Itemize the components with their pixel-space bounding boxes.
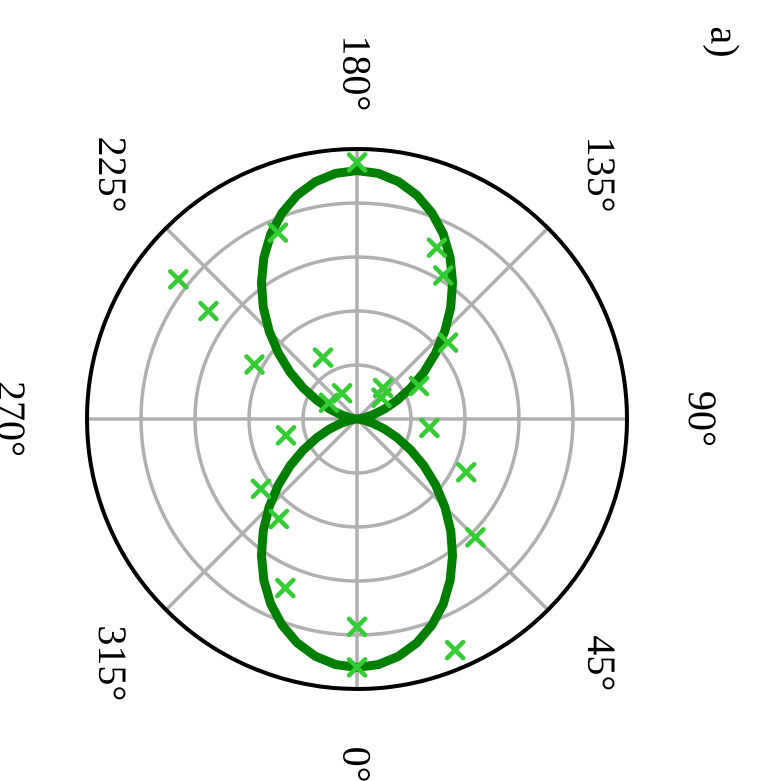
marker-stroke: [346, 657, 368, 678]
marker-stroke: [244, 354, 265, 375]
data-point-marker: [268, 508, 290, 530]
angle-tick-label-45: 45°: [579, 635, 624, 691]
marker-stroke: [346, 152, 368, 173]
marker-stroke: [275, 577, 296, 599]
panel-label: a): [703, 26, 748, 57]
data-point-marker: [250, 478, 272, 500]
marker-stroke: [426, 237, 448, 258]
data-point-marker: [465, 527, 486, 548]
data-point-marker: [372, 377, 394, 399]
data-point-marker: [444, 639, 466, 661]
marker-stroke: [275, 425, 297, 446]
data-point-marker: [455, 462, 477, 483]
data-point-marker: [426, 237, 448, 258]
data-point-marker: [312, 347, 334, 368]
angle-tick-label-270: 270°: [0, 381, 34, 457]
data-point-marker: [275, 425, 297, 446]
data-point-marker: [275, 577, 296, 599]
marker-stroke: [268, 508, 290, 530]
data-series: [168, 152, 486, 678]
marker-stroke: [455, 462, 477, 483]
angle-tick-labels: 0° 45° 90° 135° 180° 225° 270° 315°: [0, 35, 725, 781]
marker-stroke: [372, 377, 394, 399]
data-point-marker: [198, 300, 219, 322]
marker-stroke: [267, 222, 289, 243]
fit-curve: [256, 166, 458, 672]
grid-spoke-225: [164, 226, 359, 421]
data-point-marker: [346, 616, 368, 638]
angle-tick-label-0: 0°: [335, 747, 380, 781]
marker-stroke: [432, 265, 454, 286]
plot-boundary: [85, 147, 629, 691]
data-point-marker: [267, 222, 289, 243]
data-point-marker: [168, 269, 189, 290]
data-point-marker: [408, 375, 430, 397]
marker-stroke: [408, 375, 430, 397]
data-point-marker: [437, 332, 459, 353]
marker-stroke: [437, 332, 459, 353]
marker-stroke: [318, 392, 340, 414]
data-point-marker: [331, 383, 353, 404]
marker-stroke: [465, 527, 486, 548]
angle-tick-label-90: 90°: [680, 391, 725, 447]
data-point-marker: [346, 152, 368, 173]
marker-stroke: [250, 478, 272, 500]
marker-stroke: [331, 383, 353, 404]
data-point-marker: [432, 265, 454, 286]
angular-grid: [87, 149, 627, 689]
marker-stroke: [444, 639, 466, 661]
marker-stroke: [419, 417, 440, 439]
data-point-marker: [318, 392, 340, 414]
angle-tick-label-180: 180°: [335, 35, 380, 111]
grid-spoke-135: [355, 226, 550, 421]
grid-spoke-45: [355, 417, 550, 612]
marker-stroke: [312, 347, 334, 368]
marker-stroke: [198, 300, 219, 322]
angle-tick-label-315: 315°: [90, 625, 135, 701]
angle-tick-label-135: 135°: [579, 137, 624, 213]
data-point-marker: [419, 417, 440, 439]
marker-stroke: [168, 269, 189, 290]
data-point-marker: [244, 354, 265, 375]
angle-tick-label-225: 225°: [90, 137, 135, 213]
grid-spoke-315: [164, 417, 359, 612]
data-point-marker: [346, 657, 368, 678]
marker-stroke: [346, 616, 368, 638]
